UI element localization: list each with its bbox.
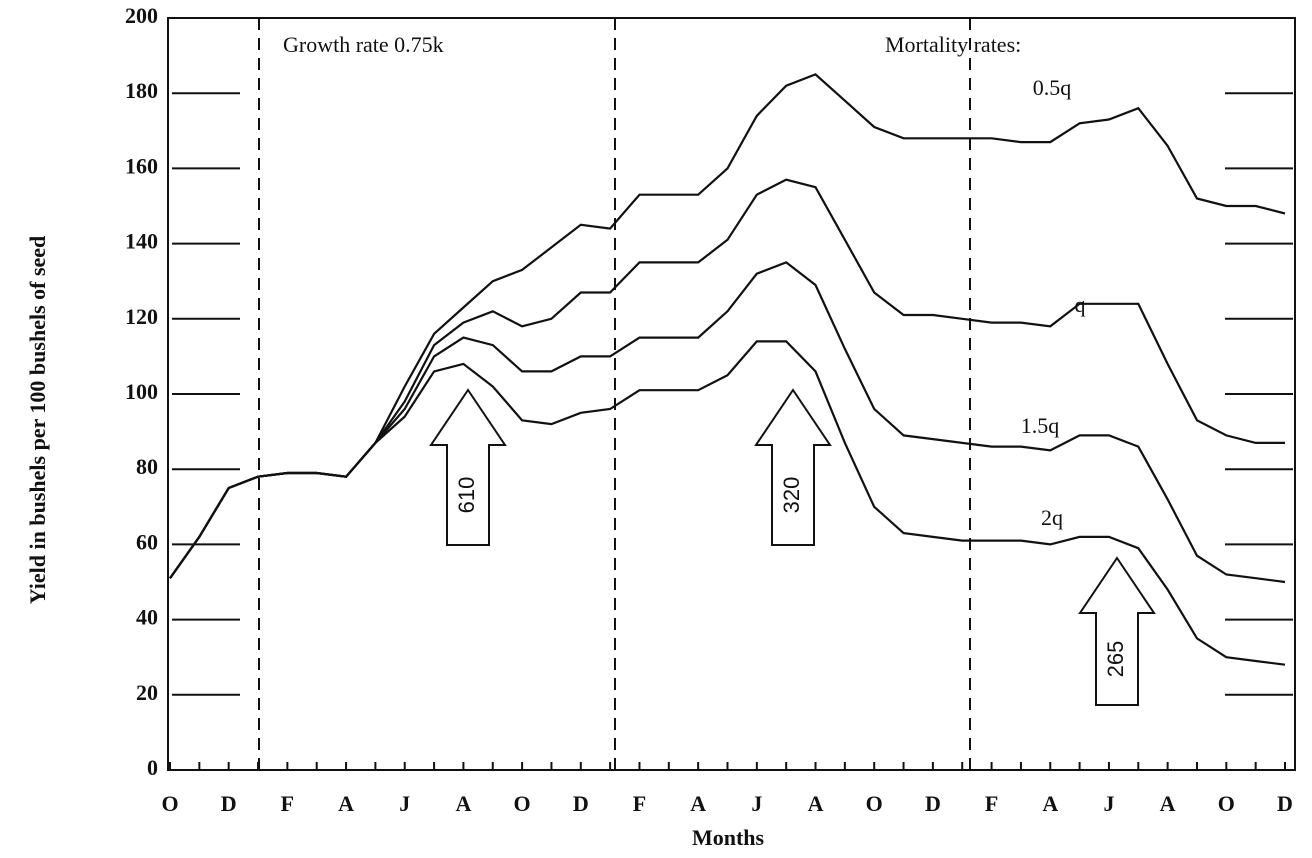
y-tick-label: 20 <box>136 680 158 705</box>
x-tick-label: F <box>633 791 646 816</box>
arrow <box>754 388 832 546</box>
series-line <box>169 340 1286 666</box>
x-tick-label: J <box>1103 791 1114 816</box>
x-tick-label: A <box>1160 791 1176 816</box>
x-tick-label: O <box>161 791 178 816</box>
y-tick-label: 120 <box>125 304 158 329</box>
x-tick-label: O <box>1218 791 1235 816</box>
x-tick-label: J <box>751 791 762 816</box>
plot-frame <box>167 17 1296 771</box>
x-tick-label: A <box>808 791 824 816</box>
series-label: 1.5q <box>1021 413 1060 438</box>
series-line <box>169 261 1286 584</box>
arrow <box>1078 556 1156 706</box>
series-label: 0.5q <box>1033 75 1072 100</box>
y-tick-label: 100 <box>125 379 158 404</box>
y-tick-label: 160 <box>125 153 158 178</box>
annotation: Mortality rates: <box>885 32 1021 57</box>
y-tick-label: 40 <box>136 605 158 630</box>
y-tick-label: 200 <box>125 3 158 28</box>
series-label: q <box>1075 292 1086 317</box>
series-label: 2q <box>1041 505 1063 530</box>
x-tick-label: F <box>281 791 294 816</box>
arrow-label: 265 <box>1103 641 1128 678</box>
x-tick-label: J <box>399 791 410 816</box>
x-tick-label: A <box>1042 791 1058 816</box>
y-tick-label: 80 <box>136 454 158 479</box>
x-tick-label: D <box>925 791 941 816</box>
arrow-label: 320 <box>779 477 804 514</box>
annotation: Growth rate 0.75k <box>283 32 444 57</box>
y-tick-label: 60 <box>136 529 158 554</box>
series-line <box>169 73 1286 579</box>
y-tick-label: 140 <box>125 229 158 254</box>
x-axis-label: Months <box>692 825 765 850</box>
x-tick-label: D <box>221 791 237 816</box>
x-tick-label: A <box>690 791 706 816</box>
arrow-label: 610 <box>454 477 479 514</box>
x-tick-label: D <box>1277 791 1293 816</box>
arrow <box>429 388 507 546</box>
series-line <box>169 178 1285 579</box>
x-tick-label: A <box>455 791 471 816</box>
x-tick-label: A <box>338 791 354 816</box>
y-tick-label: 0 <box>147 755 158 780</box>
x-tick-label: O <box>866 791 883 816</box>
x-tick-label: D <box>573 791 589 816</box>
y-axis-label: Yield in bushels per 100 bushels of seed <box>25 236 50 605</box>
x-tick-label: O <box>514 791 531 816</box>
x-tick-label: F <box>985 791 998 816</box>
y-tick-label: 180 <box>125 78 158 103</box>
